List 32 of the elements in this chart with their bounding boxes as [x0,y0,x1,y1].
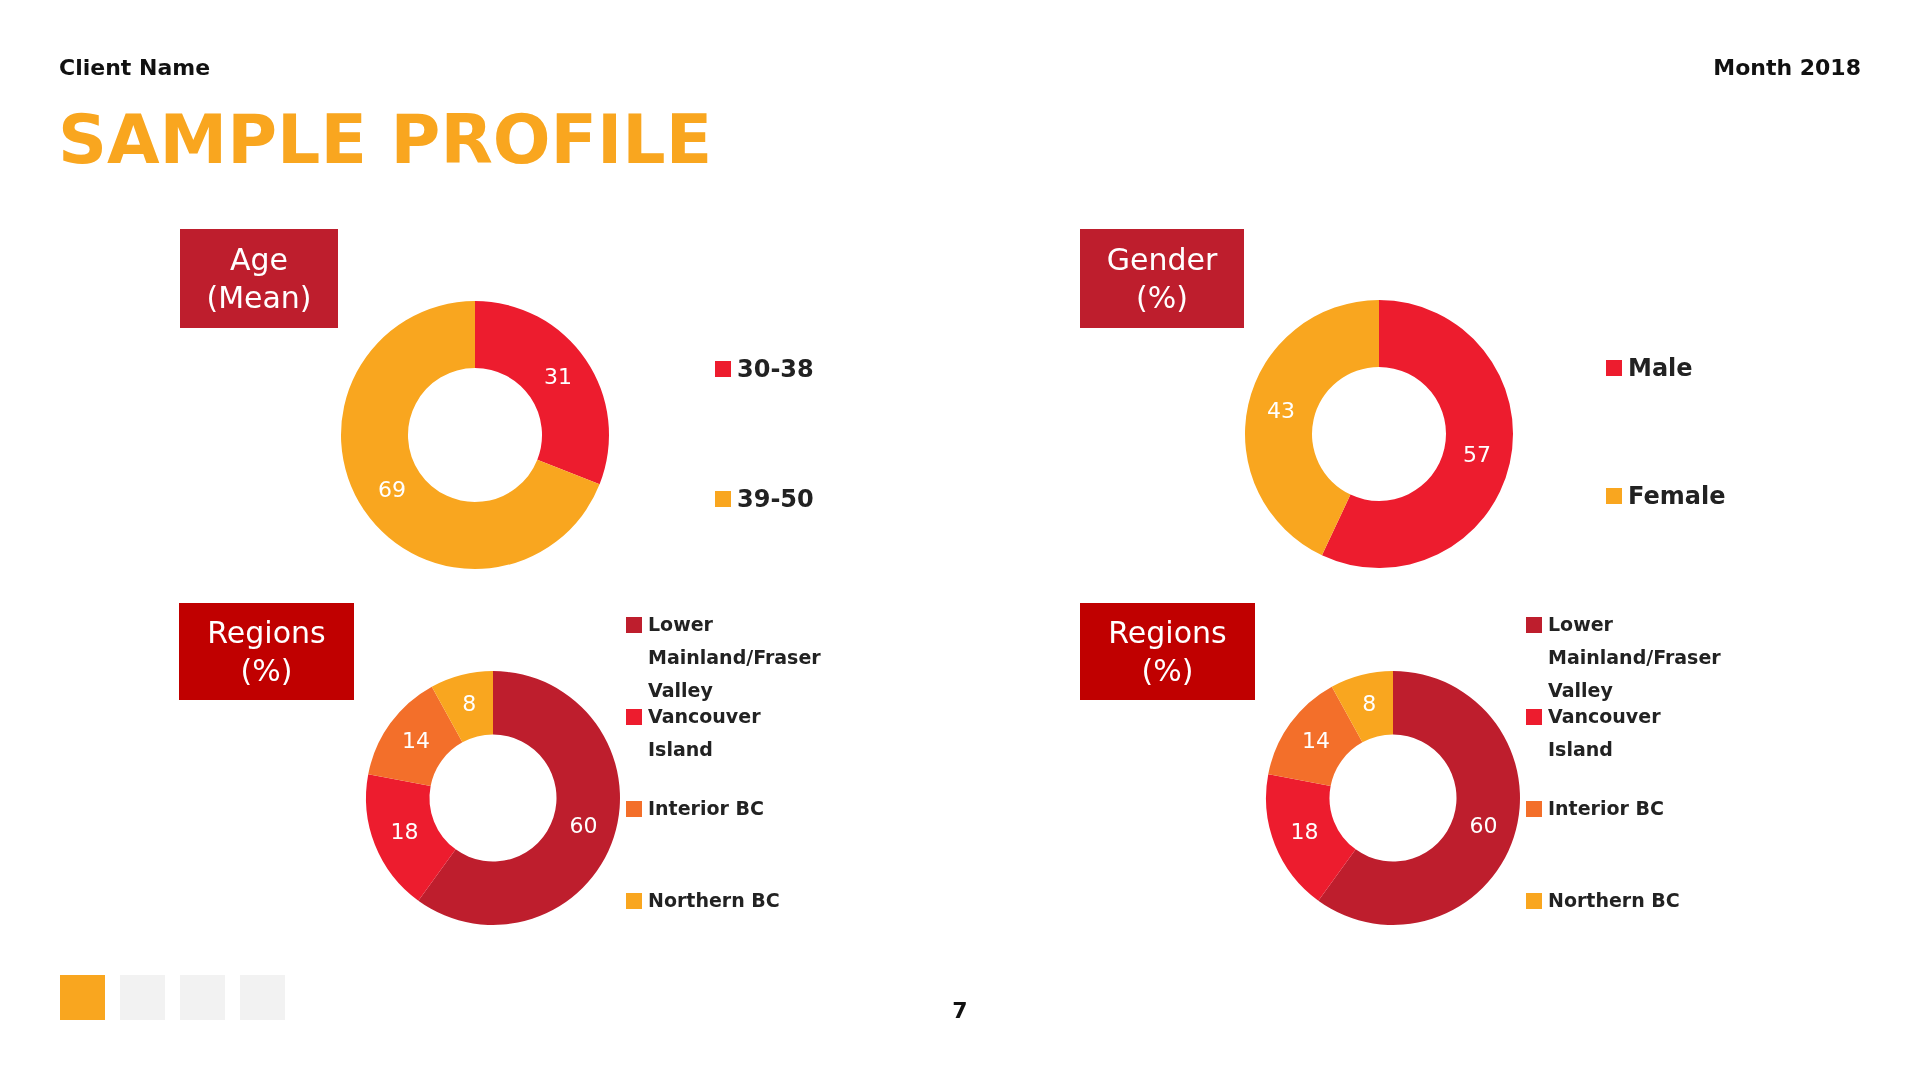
data-label: 57 [1463,441,1492,467]
chart-title: Gender (%) [1080,229,1244,328]
text: Client Name [59,55,211,80]
data-label: 18 [390,818,419,844]
legend-label: Northern BC [648,888,780,913]
legend-label: Vancouver Island [648,704,762,762]
data-label: 8 [1362,691,1377,717]
legend-label: Vancouver Island [1548,704,1662,762]
text: 7 [951,998,969,1023]
data-label: 14 [1301,727,1330,753]
legend-label: Lower Mainland/Fraser Valley [648,613,821,701]
data-label: 8 [462,691,477,717]
text: Regions (%) [179,603,354,700]
legend-label: Interior BC [648,796,764,821]
data-label: 60 [1469,813,1498,839]
text: Month 2018 [1713,55,1861,80]
data-label: 43 [1266,397,1295,423]
chart-title: Age (Mean) [180,229,338,328]
data-label: 18 [1290,818,1319,844]
legend-label: Lower Mainland/Fraser Valley [1548,613,1721,701]
legend-label: 30-38 [737,354,814,384]
data-label: 69 [377,477,406,503]
text: Regions (%) [1080,603,1255,700]
legend-label: Interior BC [1548,796,1664,821]
legend-label: Northern BC [1548,888,1680,913]
legend-label: Female [1628,481,1726,511]
legend-label: 39-50 [737,484,814,514]
data-label: 31 [544,364,573,390]
legend-label: Male [1628,353,1693,383]
data-label: 60 [569,813,598,839]
text: SAMPLE PROFILE [58,100,713,179]
data-label: 14 [401,727,430,753]
